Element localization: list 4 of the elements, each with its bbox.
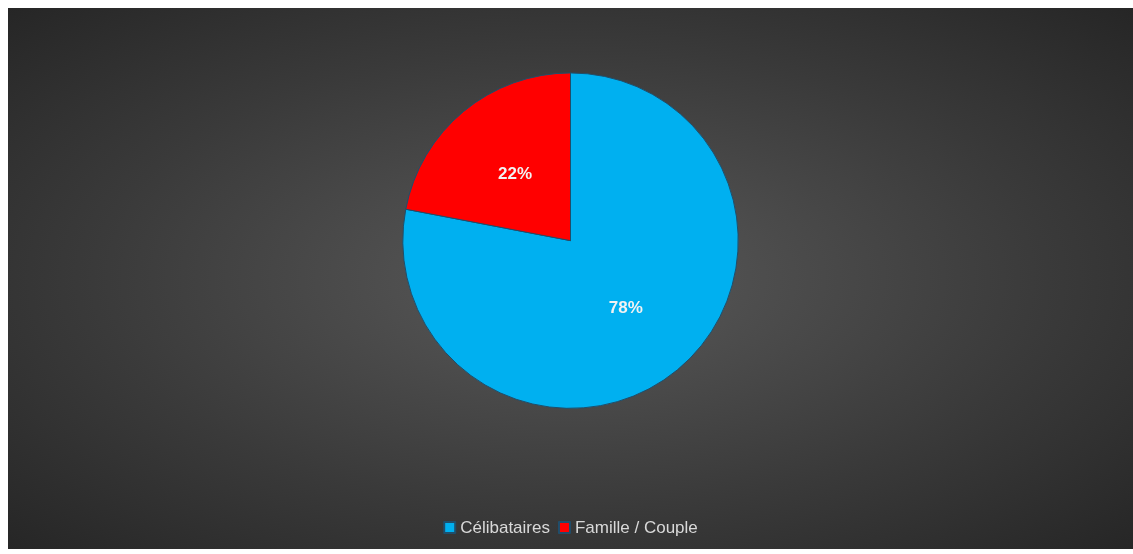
data-label: 22% xyxy=(498,164,533,184)
legend-label: Célibataires xyxy=(460,518,550,537)
data-label: 78% xyxy=(608,298,643,318)
legend-label: Famille / Couple xyxy=(574,518,698,537)
